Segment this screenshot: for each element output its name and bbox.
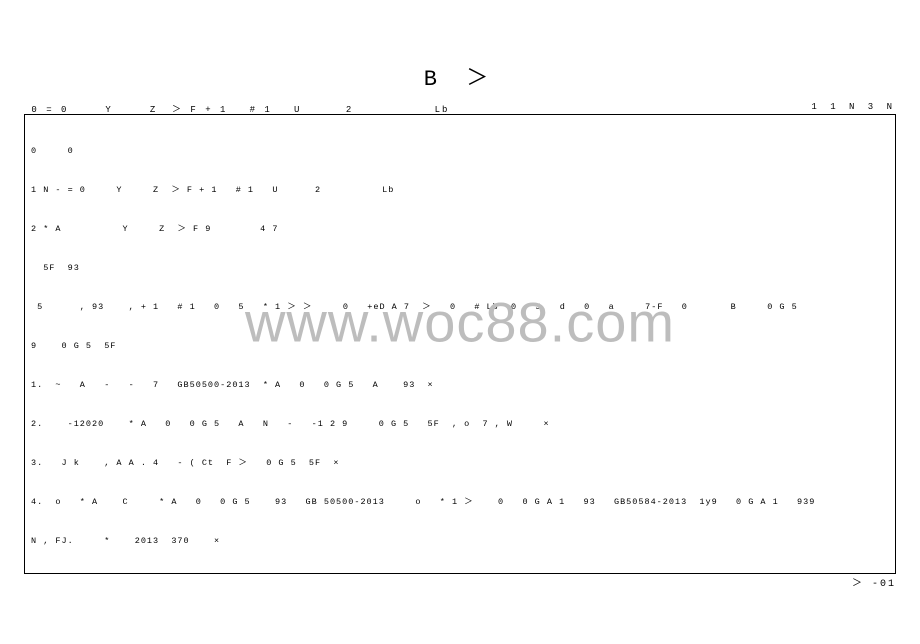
content-line: 5F 93 xyxy=(31,262,889,275)
page-number: ＞ -01 xyxy=(852,574,896,590)
content-line: 4. o * A C * A 0 0 G 5 93 GB 50500-2013 … xyxy=(31,496,889,509)
content-line: 9 0 G 5 5F xyxy=(31,340,889,353)
content-area: 0 0 1 N - = 0 Y Z ＞ F + 1 # 1 U 2 Lb 2 *… xyxy=(24,114,896,574)
header-right-text: 1 1 N 3 N xyxy=(811,102,896,112)
content-line: 2. -12020 * A 0 0 G 5 A N - -1 2 9 0 G 5… xyxy=(31,418,889,431)
content-line: 1. ~ A - - 7 GB50500-2013 * A 0 0 G 5 A … xyxy=(31,379,889,392)
content-line: 0 0 xyxy=(31,145,889,158)
document-title: B ＞ xyxy=(0,60,920,92)
content-line: 1 N - = 0 Y Z ＞ F + 1 # 1 U 2 Lb xyxy=(31,184,889,197)
content-line: 3. J k , A A . 4 - ( Ct F ＞ 0 G 5 5F × xyxy=(31,457,889,470)
content-line: 5 , 93 , + 1 # 1 0 5 * 1 ＞ ＞ 0 +eD A 7 ＞… xyxy=(31,301,889,314)
content-line: N , FJ. * 2013 370 × xyxy=(31,535,889,548)
content-line: 2 * A Y Z ＞ F 9 4 7 xyxy=(31,223,889,236)
